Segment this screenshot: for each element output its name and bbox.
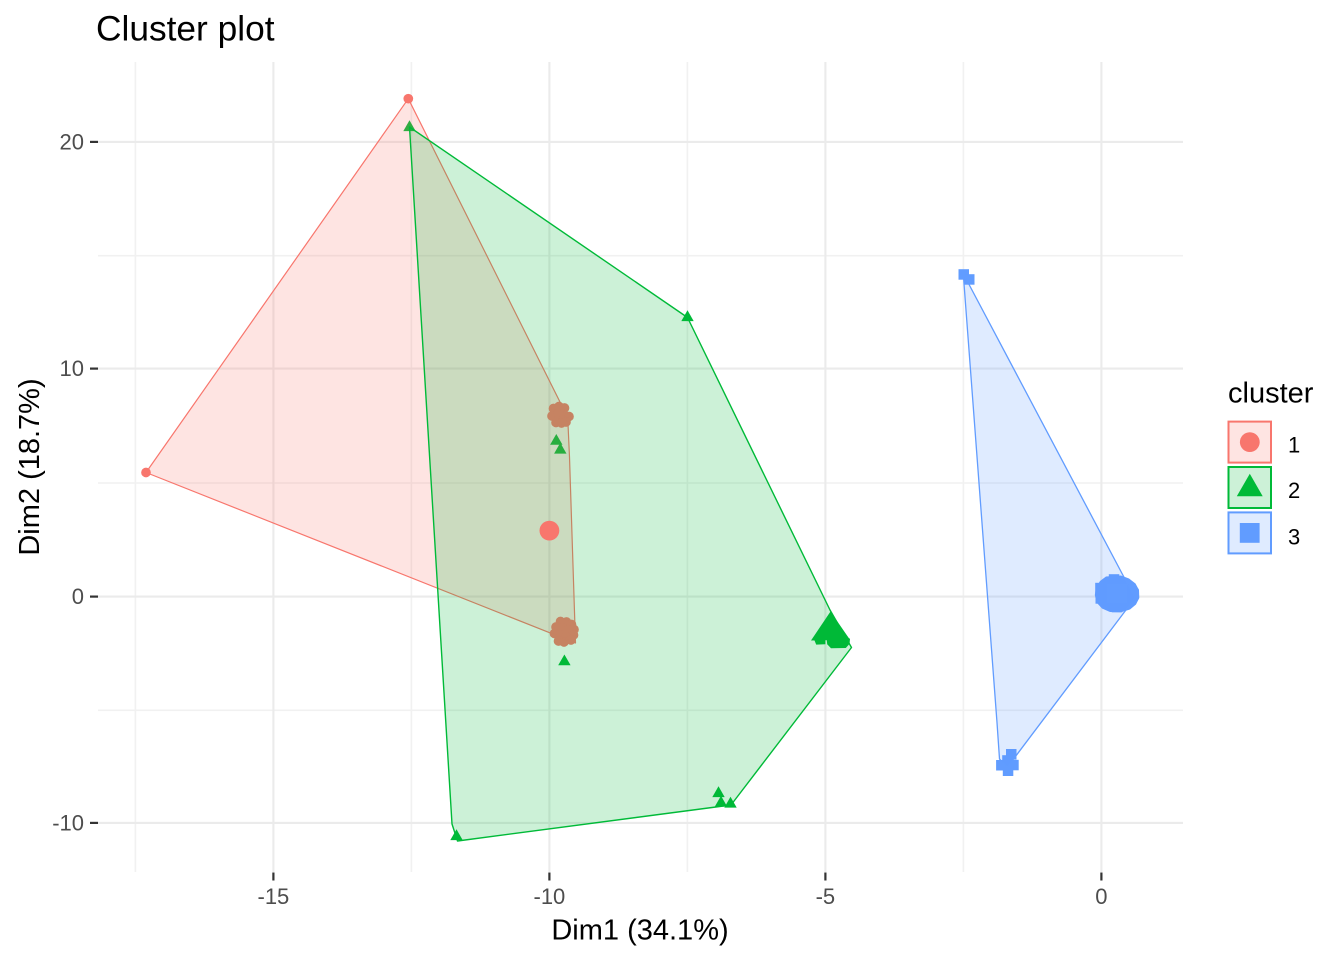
svg-text:2: 2 (1288, 478, 1300, 503)
svg-text:-10: -10 (52, 811, 84, 836)
svg-text:cluster: cluster (1228, 377, 1314, 409)
svg-text:-5: -5 (816, 884, 836, 909)
svg-text:0: 0 (1095, 884, 1107, 909)
svg-text:0: 0 (72, 584, 84, 609)
svg-text:20: 20 (60, 130, 84, 155)
svg-text:-15: -15 (258, 884, 290, 909)
svg-text:-10: -10 (534, 884, 566, 909)
svg-text:3: 3 (1288, 525, 1300, 550)
svg-text:Cluster plot: Cluster plot (96, 9, 275, 48)
svg-text:Dim1 (34.1%): Dim1 (34.1%) (551, 915, 728, 947)
svg-text:1: 1 (1288, 433, 1300, 458)
svg-text:10: 10 (60, 356, 84, 381)
svg-text:Dim2 (18.7%): Dim2 (18.7%) (14, 378, 46, 555)
